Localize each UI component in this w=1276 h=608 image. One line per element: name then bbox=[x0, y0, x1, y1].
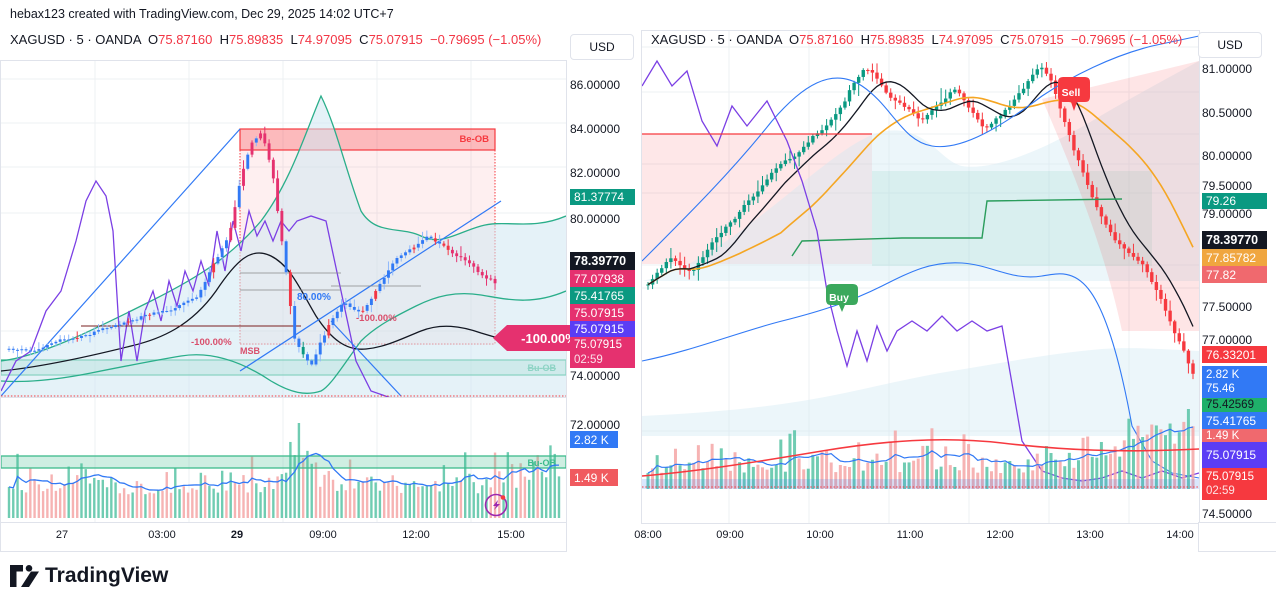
svg-text:-100.00%: -100.00% bbox=[356, 313, 397, 324]
svg-text:Sell: Sell bbox=[1062, 87, 1081, 99]
svg-text:MSB: MSB bbox=[240, 346, 261, 356]
svg-text:-100.00%: -100.00% bbox=[521, 331, 577, 346]
svg-text:-100.00%: -100.00% bbox=[191, 337, 232, 348]
svg-text:80.00%: 80.00% bbox=[297, 292, 331, 303]
svg-text:Buy: Buy bbox=[829, 292, 849, 304]
svg-text:Be-OB: Be-OB bbox=[459, 134, 489, 145]
